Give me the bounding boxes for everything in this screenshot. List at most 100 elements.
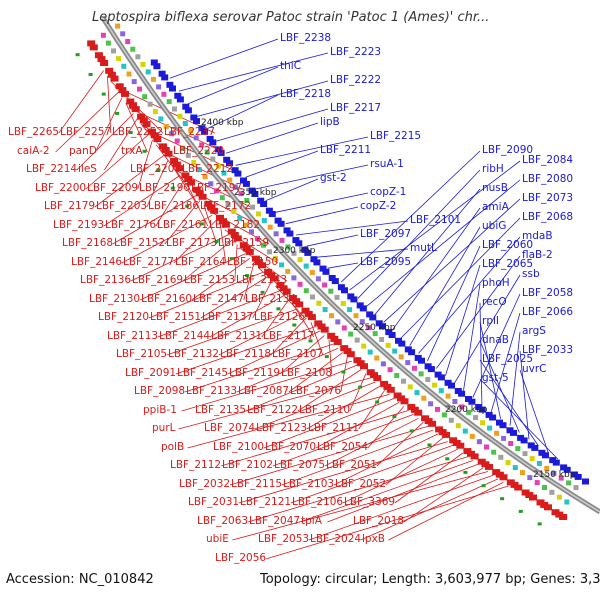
reverse-gene-mark [276,282,285,288]
forward-gene-mark [301,246,309,253]
annotation-track-mark [261,242,266,248]
leader-line [216,108,329,142]
forward-gene-mark [408,349,416,356]
annotation-track-mark [508,441,514,446]
forward-gene-mark [265,207,273,214]
leader-line [427,245,481,362]
leader-line [349,373,367,412]
leader-line [247,456,468,523]
reverse-gene-mark [97,56,106,63]
forward-gene-mark [499,422,507,429]
annotation-track-mark [459,404,465,410]
forward-gene-mark [223,156,231,163]
forward-gene-mark [489,414,497,421]
leader-line [327,262,359,269]
forward-gene-mark [161,74,169,81]
forward-gene-mark [369,314,377,321]
annotation-track-mark [193,135,199,141]
leader-line [121,214,213,264]
reverse-gene-label: LBF_2137 [202,311,254,323]
forward-gene-label: thiC [280,60,302,72]
reverse-gene-label: LBF_2108 [281,367,333,379]
forward-gene-label: lipB [320,116,340,128]
leader-line [254,381,376,430]
forward-gene-mark [150,59,158,66]
annotation-track-mark [182,121,188,126]
reverse-gene-mark [254,259,263,265]
forward-gene-label: LBF_2218 [280,88,332,100]
forward-gene-label: rsuA-1 [370,158,404,170]
reverse-gene-label: caiA-2 [17,145,50,157]
leader-line [281,429,434,486]
reverse-gene-label: LBF_2200 [35,182,87,194]
leader-line [178,52,329,92]
annotation-track-mark [214,188,219,194]
annotation-track-mark [135,54,141,60]
genome-summary-text: Topology: circular; Length: 3,603,977 bp… [260,572,600,587]
forward-gene-label: copZ-1 [370,186,407,198]
leader-line [316,248,409,258]
gc-track-mark [199,222,204,226]
reverse-gene-label: LBF_2031 [188,496,240,508]
reverse-gene-label: LBF_2132 [168,348,220,360]
reverse-gene-mark [428,420,437,427]
annotation-track-mark [372,331,378,337]
leader-line [184,343,334,393]
leader-line [175,326,316,375]
leader-line [107,75,112,134]
leader-line [270,317,307,356]
leader-line [519,350,530,440]
reverse-gene-mark [282,288,291,295]
annotation-track-mark [291,250,297,256]
leader-line [479,340,520,433]
forward-gene-mark [341,287,348,294]
annotation-track-mark [227,177,233,183]
annotation-track-mark [476,439,482,445]
annotation-track-mark [255,236,260,242]
reverse-gene-label: LBF_2159 [218,237,270,249]
annotation-track-mark [564,499,570,505]
reverse-gene-label: LBF_2106 [292,496,344,508]
reverse-gene-label: LBF_2018 [353,515,405,527]
forward-gene-label: LBF_2217 [330,102,382,114]
reverse-gene-label: LBF_2076 [290,385,342,397]
leader-line [197,80,329,117]
leader-line [234,244,238,282]
forward-gene-mark [458,390,466,397]
annotation-track-mark [441,412,447,418]
forward-gene-mark [531,444,539,451]
reverse-gene-mark [279,285,288,292]
reverse-gene-label: trxA [121,145,143,157]
annotation-track-mark [145,69,151,75]
backbone-ring-highlight [102,17,600,513]
forward-gene-label: copZ-2 [360,200,397,212]
leader-line [340,356,348,393]
kbp-marker: 2300 kbp [273,246,316,256]
annotation-track-mark [556,494,562,500]
forward-gene-mark [286,230,294,237]
leader-line [403,467,484,523]
leader-line [285,206,359,225]
annotation-track-mark [498,454,504,460]
annotation-track-mark [348,331,354,337]
leader-line [164,200,201,245]
annotation-track-mark [130,46,136,52]
kbp-marker: 2350 kbp [234,188,277,198]
forward-gene-label: dnaB [482,334,509,346]
leader-line [139,253,246,301]
forward-gene-mark [359,305,367,312]
annotation-track-mark [347,307,353,313]
forward-gene-mark [542,452,549,459]
reverse-gene-mark [251,255,260,262]
forward-gene-mark [268,211,276,217]
reverse-gene-mark [187,179,196,186]
annotation-track-mark [150,76,156,82]
reverse-gene-mark [239,242,248,249]
reverse-gene-mark [327,332,336,339]
leader-line [76,113,134,171]
leader-line [148,272,263,319]
reverse-gene-label: LBF_2118 [220,348,272,360]
reverse-gene-mark [267,272,276,279]
annotation-track-mark [452,399,458,404]
